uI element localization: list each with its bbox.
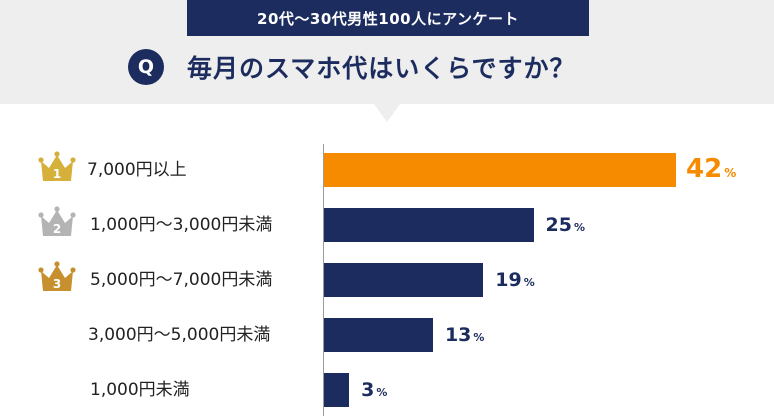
- value-unit: %: [473, 331, 485, 344]
- survey-label: 20代〜30代男性100人にアンケート: [187, 0, 589, 36]
- rank-number: 2: [53, 222, 61, 236]
- category-label: 1,000円〜3,000円未満: [90, 215, 273, 235]
- crown-shape: [41, 155, 73, 181]
- gold-crown-icon: 1: [38, 151, 76, 181]
- value-number: 3: [361, 379, 375, 401]
- value-number: 13: [444, 324, 472, 346]
- crown-jewel: [54, 261, 60, 267]
- question-badge: Q: [128, 49, 164, 85]
- value-unit: %: [573, 221, 585, 234]
- value-unit: %: [376, 386, 388, 399]
- crown-jewel: [38, 212, 44, 218]
- crown-shape: [41, 210, 73, 236]
- value-number: 42: [686, 154, 723, 184]
- value-number: 19: [495, 269, 522, 291]
- question-title: 毎月のスマホ代はいくらですか？: [187, 54, 576, 83]
- chart-axis-line: [323, 144, 324, 416]
- crown-jewel: [38, 267, 44, 273]
- value-label: 3%: [361, 381, 387, 400]
- bar: [324, 373, 350, 407]
- crown-jewel: [54, 206, 60, 212]
- bar: [324, 318, 433, 352]
- crown-jewel: [70, 212, 76, 218]
- crown-jewel: [54, 151, 60, 157]
- value-unit: %: [724, 166, 737, 180]
- crown-jewel: [38, 157, 44, 163]
- rank-number: 1: [53, 167, 61, 181]
- header-pointer: [374, 104, 400, 122]
- bar: [324, 208, 534, 242]
- value-label: 19%: [495, 271, 534, 290]
- bar: [324, 153, 676, 187]
- category-label: 3,000円〜5,000円未満: [88, 325, 271, 345]
- silver-crown-icon: 2: [38, 206, 76, 236]
- category-label: 7,000円以上: [87, 160, 187, 180]
- crown-jewel: [70, 267, 76, 273]
- category-label: 1,000円未満: [90, 380, 190, 400]
- value-number: 25: [545, 214, 572, 236]
- rank-number: 3: [53, 277, 61, 291]
- crown-jewel: [70, 157, 76, 163]
- bar: [324, 263, 484, 297]
- value-label: 42%: [686, 156, 736, 182]
- value-label: 13%: [445, 326, 484, 345]
- crown-shape: [41, 265, 73, 291]
- value-unit: %: [523, 276, 535, 289]
- category-label: 5,000円〜7,000円未満: [90, 270, 273, 290]
- bronze-crown-icon: 3: [38, 261, 76, 291]
- value-label: 25%: [546, 216, 585, 235]
